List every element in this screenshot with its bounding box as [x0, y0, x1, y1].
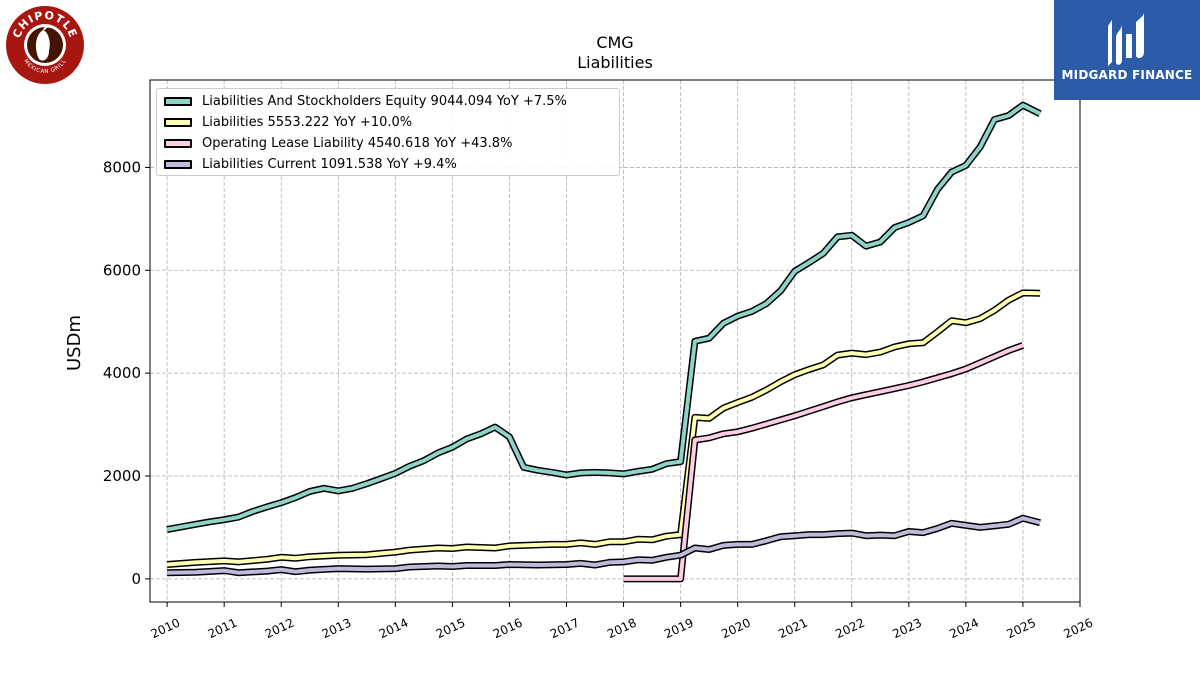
series-lines — [166, 101, 1042, 583]
x-tick-label: 2017 — [548, 616, 582, 642]
x-tick-label: 2022 — [833, 616, 867, 642]
x-tick-label: 2010 — [149, 616, 183, 642]
x-tick-label: 2025 — [1004, 616, 1038, 642]
y-axis-label: USDm — [64, 315, 85, 371]
y-tick-label: 8000 — [103, 158, 141, 176]
legend-swatch — [164, 159, 192, 169]
chipotle-logo: CHIPOTLE MEXICAN GRILL — [5, 5, 85, 85]
x-tick-label: 2014 — [377, 616, 411, 642]
x-tick-label: 2015 — [434, 616, 468, 642]
y-tick-label: 0 — [131, 570, 141, 588]
series-line — [166, 290, 1041, 567]
y-tick-label: 2000 — [103, 467, 141, 485]
x-tick-label: 2024 — [947, 616, 981, 642]
legend-label: Operating Lease Liability 4540.618 YoY +… — [202, 135, 513, 151]
legend: Liabilities And Stockholders Equity 9044… — [156, 88, 620, 176]
legend-item: Liabilities 5553.222 YoY +10.0% — [157, 113, 412, 131]
legend-swatch — [164, 96, 192, 106]
chart-title: CMG — [596, 33, 633, 52]
series-line — [623, 343, 1024, 581]
x-tick-label: 2016 — [491, 616, 525, 642]
y-tick-label: 4000 — [103, 364, 141, 382]
midgard-brand-text: MIDGARD FINANCE — [1061, 68, 1193, 82]
legend-item: Liabilities And Stockholders Equity 9044… — [157, 92, 567, 110]
x-tick-label: 2012 — [263, 616, 297, 642]
legend-label: Liabilities 5553.222 YoY +10.0% — [202, 114, 413, 130]
series-line — [166, 103, 1041, 532]
y-tick-label: 6000 — [103, 261, 141, 279]
x-tick-label: 2026 — [1062, 616, 1096, 642]
legend-swatch — [164, 138, 192, 148]
series-line — [167, 516, 1041, 575]
legend-label: Liabilities And Stockholders Equity 9044… — [202, 93, 567, 109]
x-tick-label: 2013 — [320, 616, 354, 642]
x-tick-label: 2011 — [206, 616, 240, 642]
x-tick-label: 2023 — [890, 616, 924, 642]
legend-item: Liabilities Current 1091.538 YoY +9.4% — [157, 155, 457, 173]
x-tick-label: 2018 — [605, 616, 639, 642]
midgard-logo-mark-icon — [1108, 12, 1144, 66]
chart-subtitle: Liabilities — [577, 53, 653, 72]
legend-swatch — [164, 117, 192, 127]
x-tick-label: 2019 — [662, 616, 696, 642]
legend-label: Liabilities Current 1091.538 YoY +9.4% — [202, 156, 457, 172]
midgard-finance-logo: MIDGARD FINANCE — [1054, 0, 1200, 100]
x-tick-label: 2021 — [776, 616, 810, 642]
legend-item: Operating Lease Liability 4540.618 YoY +… — [157, 134, 512, 152]
plot-frame — [149, 79, 1081, 603]
chipotle-logo-graphic: CHIPOTLE MEXICAN GRILL — [6, 6, 84, 84]
x-tick-label: 2020 — [719, 616, 753, 642]
